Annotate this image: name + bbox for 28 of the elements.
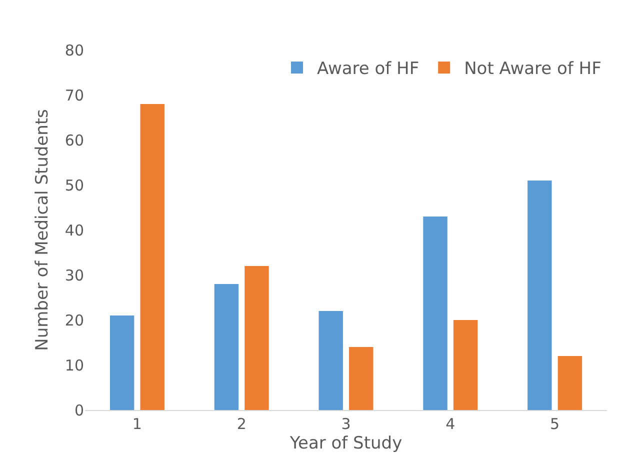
bar <box>423 216 448 410</box>
y-tick-label: 10 <box>64 356 84 374</box>
y-tick-label: 30 <box>64 266 84 284</box>
legend-label: Aware of HF <box>317 59 420 80</box>
y-tick-label: 40 <box>64 221 84 240</box>
y-tick-label: 70 <box>64 86 84 104</box>
bar <box>214 284 239 410</box>
bar <box>349 347 374 410</box>
bar <box>528 180 552 410</box>
x-tick-label: 5 <box>550 415 560 433</box>
x-axis-title: Year of Study <box>288 433 402 454</box>
bar <box>453 320 478 410</box>
bar <box>244 266 269 410</box>
y-tick-label: 80 <box>64 41 84 60</box>
x-tick-label: 1 <box>132 415 142 433</box>
bar <box>558 356 582 410</box>
bar <box>110 316 134 410</box>
legend-label: Not Aware of HF <box>464 59 602 80</box>
x-tick-label: 3 <box>341 415 351 433</box>
y-tick-label: 0 <box>74 401 84 420</box>
y-axis-title: Number of Medical Students <box>32 108 52 351</box>
bar <box>318 311 343 410</box>
y-tick-label: 60 <box>64 131 84 150</box>
y-tick-label: 50 <box>64 176 84 194</box>
x-tick-label: 2 <box>236 415 246 433</box>
y-tick-label: 20 <box>64 311 84 330</box>
x-tick-label: 4 <box>446 415 456 433</box>
bar <box>140 104 164 410</box>
